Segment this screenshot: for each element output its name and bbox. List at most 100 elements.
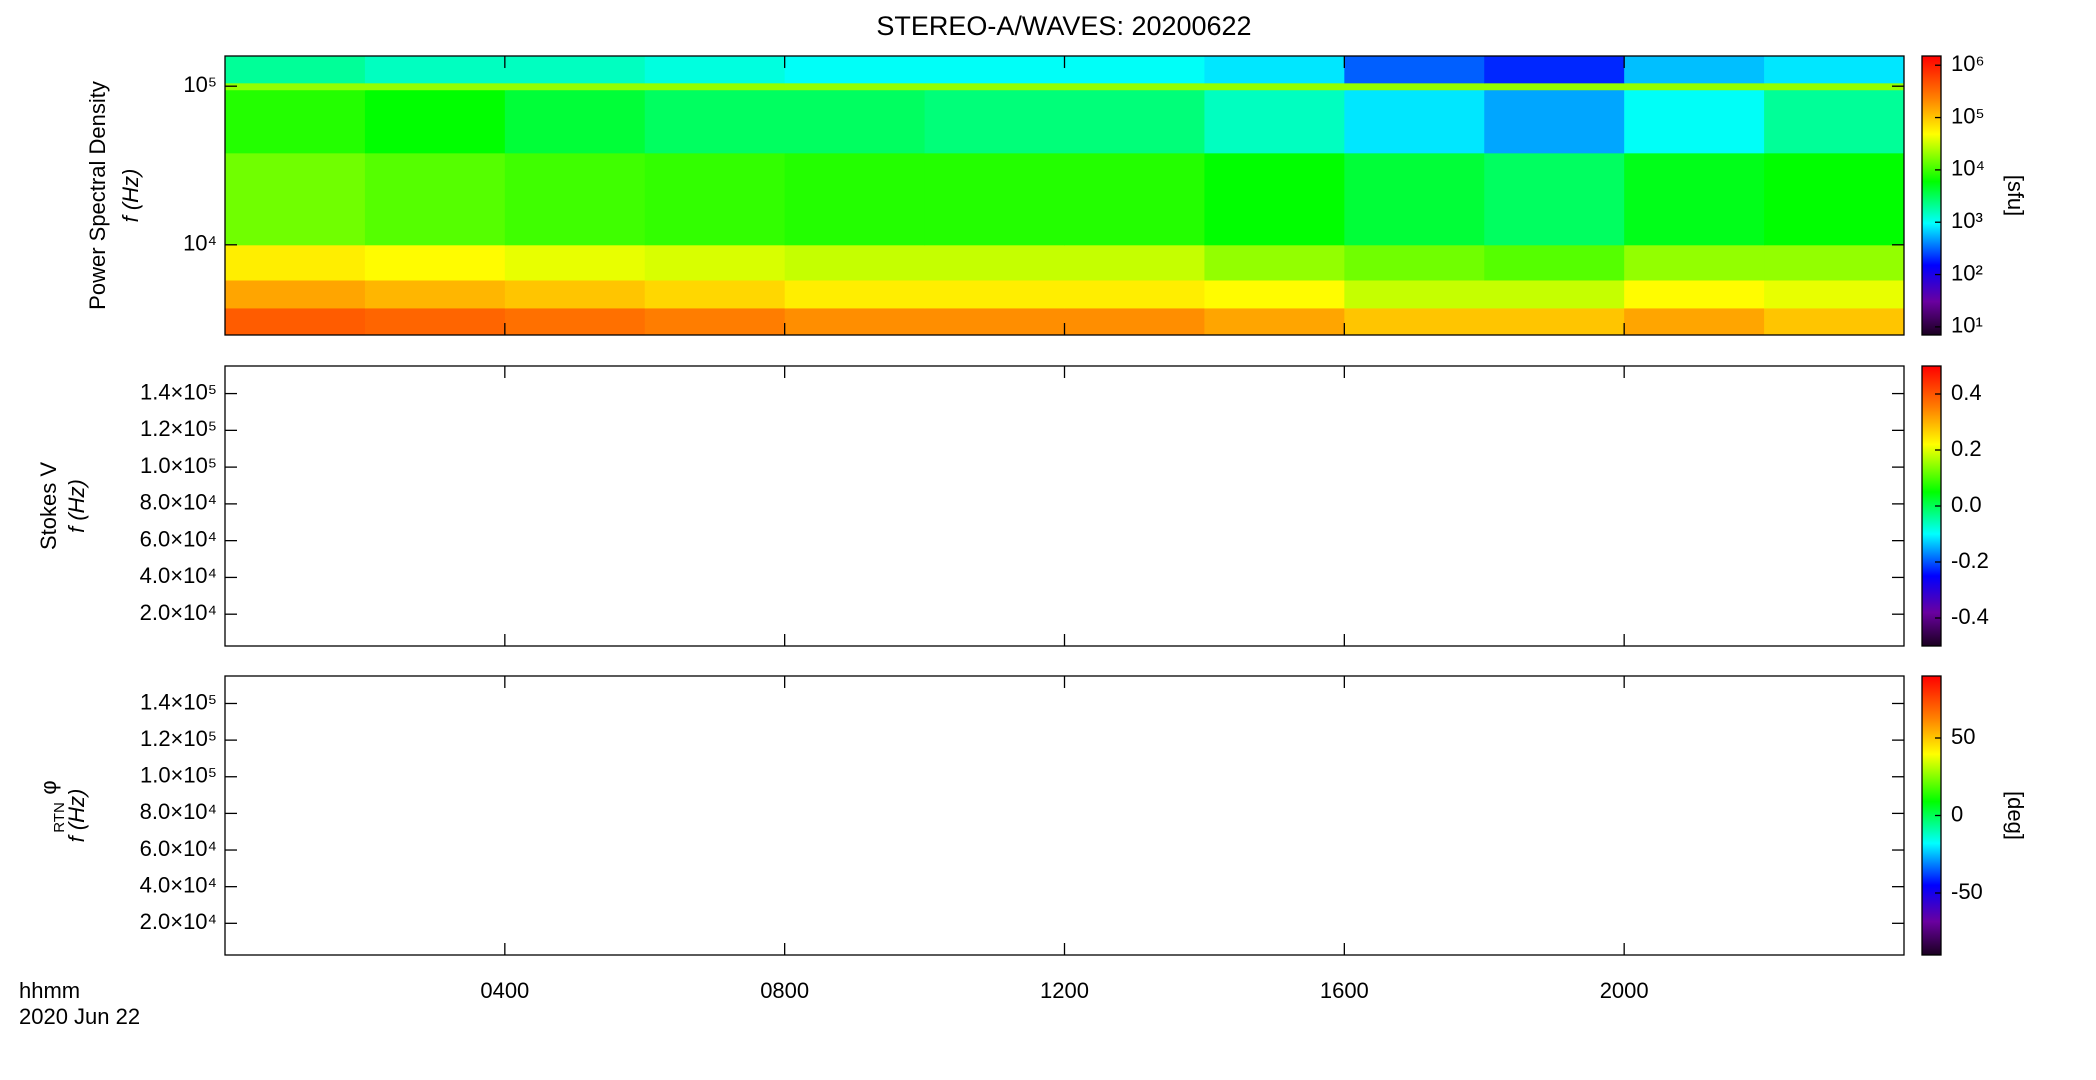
heatmap-cell [644, 89, 786, 154]
heatmap-cell [1764, 82, 1905, 91]
heatmap-cell [1204, 244, 1345, 281]
heatmap-cell [1484, 89, 1625, 154]
heatmap-cell [364, 279, 506, 309]
heatmap-cell [1624, 279, 1765, 309]
heatmap-cell [364, 89, 506, 154]
heatmap-cell [1064, 152, 1205, 246]
heatmap-cell [225, 279, 366, 309]
heatmap-cell [784, 244, 926, 281]
heatmap-cell [1204, 279, 1345, 309]
y-tick-label: 2.0×10⁴ [140, 600, 217, 625]
heatmap-cell [504, 307, 646, 336]
heatmap-cell [1624, 82, 1765, 91]
heatmap-cell [784, 152, 926, 246]
heatmap-cell [1484, 307, 1625, 336]
colorbar-tick-label: 0.0 [1951, 492, 1982, 517]
heatmap-cell [1624, 307, 1765, 336]
heatmap-cell [1344, 82, 1485, 91]
plot-frame [224, 365, 1905, 647]
y-axis-label: Stokes V [36, 462, 61, 550]
heatmap-cell [504, 244, 646, 281]
y-tick-label: 4.0×10⁴ [140, 872, 217, 897]
y-tick-label: 6.0×10⁴ [140, 836, 217, 861]
colorbar-tick-label: 10⁴ [1951, 156, 1985, 181]
heatmap-cell [1484, 244, 1625, 281]
heatmap-cell [1204, 307, 1345, 336]
heatmap-cell [1764, 56, 1905, 84]
heatmap-cell [504, 89, 646, 154]
heatmap-cell [924, 152, 1065, 246]
heatmap-cell [644, 56, 786, 84]
colorbar-tick-label: 10² [1951, 260, 1983, 285]
heatmap-cell [504, 56, 646, 84]
heatmap-cell [784, 307, 926, 336]
chart-title: STEREO-A/WAVES: 20200622 [876, 11, 1251, 41]
heatmap-cell [364, 82, 506, 91]
x-tick-label: 2000 [1600, 978, 1649, 1003]
x-axis-label: hhmm [19, 978, 80, 1003]
heatmap-cell [504, 82, 646, 91]
heatmap-cell [1764, 244, 1905, 281]
y-axis-label: φ [36, 780, 61, 794]
heatmap-cell [1064, 244, 1205, 281]
heatmap-cell [1204, 152, 1345, 246]
y-axis-label: f (Hz) [64, 789, 89, 843]
y-axis-label: f (Hz) [64, 479, 89, 533]
heatmap-cell [225, 152, 366, 246]
x-tick-label: 1200 [1040, 978, 1089, 1003]
colorbar-label: [deg] [2003, 791, 2028, 840]
heatmap-cell [1064, 89, 1205, 154]
colorbar-tick-label: 10⁵ [1951, 103, 1985, 128]
colorbar-tick-label: 0 [1951, 801, 1963, 826]
colorbar-tick-label: -50 [1951, 879, 1983, 904]
colorbar-label: [sfu] [2003, 175, 2028, 217]
heatmap-cell [924, 307, 1065, 336]
colorbar [1921, 55, 1942, 336]
heatmap-cell [1764, 279, 1905, 309]
colorbar-tick-label: -0.4 [1951, 604, 1989, 629]
heatmap-cell [1484, 82, 1625, 91]
heatmap-cell [1484, 279, 1625, 309]
y-axis-label-subscript: RTN [51, 802, 68, 833]
heatmap-cell [225, 56, 366, 84]
y-tick-label: 1.2×10⁵ [140, 416, 217, 441]
heatmap-cell [1064, 279, 1205, 309]
heatmap-cell [924, 82, 1065, 91]
heatmap-cell [784, 89, 926, 154]
heatmap-cell [364, 307, 506, 336]
heatmap-cell [1204, 89, 1345, 154]
heatmap-cell [1344, 89, 1485, 154]
y-tick-label: 10⁵ [183, 72, 217, 97]
y-tick-label: 8.0×10⁴ [140, 490, 217, 515]
heatmap-cell [784, 56, 926, 84]
heatmap-cell [1484, 152, 1625, 246]
y-tick-label: 6.0×10⁴ [140, 526, 217, 551]
colorbar-tick-label: 50 [1951, 724, 1975, 749]
y-tick-label: 1.0×10⁵ [140, 453, 217, 478]
heatmap-cell [924, 279, 1065, 309]
heatmap-cell [644, 307, 786, 336]
colorbar-tick-label: 10⁶ [1951, 51, 1985, 76]
heatmap-cell [1344, 307, 1485, 336]
heatmap-cell [1624, 89, 1765, 154]
heatmap-cell [225, 244, 366, 281]
heatmap-cell [1344, 56, 1485, 84]
x-tick-label: 0400 [480, 978, 529, 1003]
heatmap-cell [225, 82, 366, 91]
date-label: 2020 Jun 22 [19, 1004, 140, 1029]
heatmap-cell [784, 279, 926, 309]
heatmap-cell [1204, 56, 1345, 84]
y-tick-label: 1.0×10⁵ [140, 763, 217, 788]
heatmap-cell [1064, 56, 1205, 84]
heatmap-cell [504, 152, 646, 246]
colorbar-tick-label: 10³ [1951, 208, 1983, 233]
y-tick-label: 2.0×10⁴ [140, 909, 217, 934]
x-tick-label: 0800 [760, 978, 809, 1003]
heatmap-cell [644, 152, 786, 246]
y-tick-label: 1.4×10⁵ [140, 689, 217, 714]
heatmap-cell [1344, 152, 1485, 246]
plot-frame [224, 675, 1905, 956]
heatmap-cell [364, 152, 506, 246]
y-tick-label: 10⁴ [183, 231, 217, 256]
heatmap-cell [1064, 82, 1205, 91]
